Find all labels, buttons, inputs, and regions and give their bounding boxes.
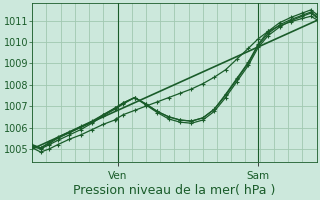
- X-axis label: Pression niveau de la mer( hPa ): Pression niveau de la mer( hPa ): [73, 184, 276, 197]
